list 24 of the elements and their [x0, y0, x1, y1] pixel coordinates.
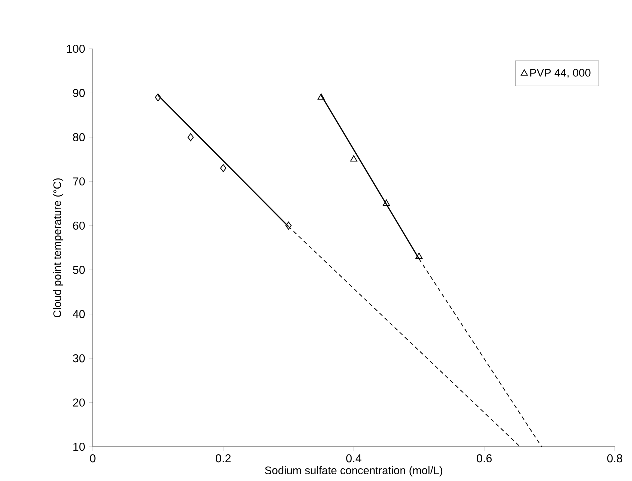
- y-tick-label: 100: [67, 44, 86, 54]
- x-tick-label: 0: [90, 454, 96, 463]
- point: [416, 252, 423, 260]
- legend-label: PVP 44, 000: [530, 69, 591, 78]
- point: [350, 156, 358, 162]
- point: [383, 200, 390, 206]
- point: [220, 164, 227, 172]
- x-axis-title: Sodium sulfate concentration (mol/L): [265, 466, 443, 477]
- y-axis-title: Cloud point temperature (°C): [53, 178, 64, 318]
- y-tick-label: 60: [73, 222, 86, 230]
- y-tick-label: 80: [73, 133, 86, 142]
- x-tick-label: 0.6: [476, 454, 492, 463]
- point: [188, 133, 194, 142]
- y-tick-label: 40: [73, 310, 86, 318]
- y-tick-label: 30: [73, 354, 86, 363]
- y-tick-label: 50: [73, 266, 86, 274]
- point: [286, 222, 292, 230]
- y-tick-label: 10: [74, 442, 86, 452]
- y-tick-label: 20: [73, 398, 86, 407]
- x-tick-label: 0.4: [346, 454, 362, 463]
- y-tick-label: 90: [73, 89, 86, 98]
- x-tick-label: 0.2: [216, 454, 231, 463]
- y-tick-label: 70: [73, 178, 86, 186]
- x-tick-label: 0.8: [607, 454, 622, 463]
